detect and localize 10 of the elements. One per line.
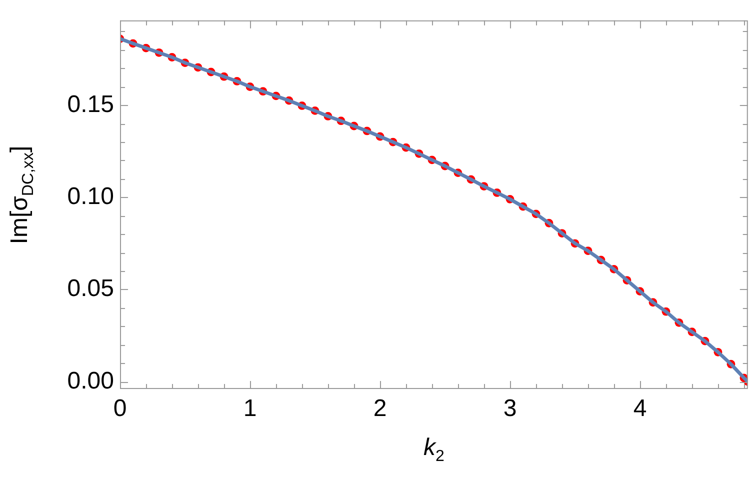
x-tick-label: 1	[243, 395, 257, 422]
x-tick-label: 2	[373, 395, 387, 422]
y-tick-label: 0.05	[67, 275, 114, 302]
y-tick-label: 0.10	[67, 182, 114, 210]
x-tick-label: 0	[113, 395, 127, 422]
x-tick-label: 3	[503, 395, 517, 422]
x-axis-title: k$_{2}$	[424, 434, 444, 466]
y-tick-label: 0.00	[67, 367, 114, 394]
y-tick-label: 0.15	[67, 90, 114, 118]
x-tick-label: 4	[633, 395, 647, 422]
